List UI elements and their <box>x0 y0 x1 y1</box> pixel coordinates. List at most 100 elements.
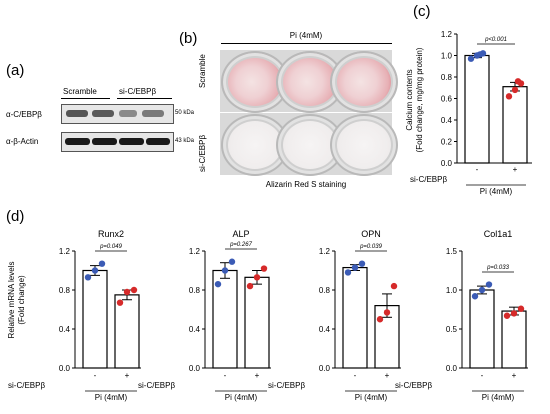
panel-label-b: (b) <box>179 30 198 47</box>
plate-header-line <box>221 43 392 44</box>
opn-data-point <box>376 316 384 323</box>
blot-row-label-actin: α-β-Actin <box>6 137 39 146</box>
col1a1-bar <box>469 289 495 369</box>
runx2-y-tick-label: 0.0 <box>59 364 71 373</box>
col1a1-bar <box>501 310 527 369</box>
alp-pvalue: p=0.267 <box>229 242 253 248</box>
mrna-ylabel-2: (Fold change) <box>17 275 26 325</box>
col1a1-data-point <box>503 312 511 319</box>
runx2-data-point <box>91 267 99 274</box>
alp-data-point <box>253 274 261 281</box>
alp-y-tick-label: 1.2 <box>189 247 201 256</box>
opn-xrow-label: si-C/EBPβ <box>268 381 305 390</box>
alp-sign-minus: - <box>224 371 227 380</box>
calcium-sign-plus: + <box>513 165 518 174</box>
plate-header: Pi (4mM) <box>289 31 323 40</box>
runx2-xrow-label: si-C/EBPβ <box>8 381 45 390</box>
runx2-group-label: Pi (4mM) <box>95 393 128 402</box>
calcium-y-tick-label: 0.8 <box>441 73 453 82</box>
opn-y-tick-label: 1.2 <box>319 247 331 256</box>
well-stained <box>330 51 398 113</box>
alp-y-tick-label: 0.0 <box>189 364 201 373</box>
col1a1-data-point <box>471 293 479 300</box>
calcium-data-point <box>511 86 519 94</box>
alp-bar <box>244 276 270 369</box>
col1a1-y-tick-label: 1.5 <box>446 247 458 256</box>
runx2-y-tick-label: 1.2 <box>59 247 71 256</box>
alp-group-label: Pi (4mM) <box>225 393 258 402</box>
calcium-xrow-label: si-C/EBPβ <box>410 175 447 184</box>
alp-title: ALP <box>232 229 249 239</box>
calcium-sign-minus: - <box>476 165 479 174</box>
runx2-bar <box>82 269 108 369</box>
blot-band <box>146 138 170 145</box>
runx2-data-point <box>84 274 92 281</box>
runx2-title: Runx2 <box>98 229 124 239</box>
calcium-ylabel-2: (Fold change, mg/mg protein) <box>415 47 424 152</box>
runx2-data-point <box>116 299 124 306</box>
col1a1-data-point <box>485 281 493 288</box>
blot-band <box>92 138 117 145</box>
col1a1-xrow-label: si-C/EBPβ <box>395 381 432 390</box>
opn-data-point <box>383 309 391 316</box>
opn-data-point <box>358 260 366 267</box>
blot-band <box>142 110 164 117</box>
calcium-bar <box>464 54 490 164</box>
blot-strip-actin <box>61 132 174 152</box>
blot-band <box>65 138 90 145</box>
plate-row-label-si: si-C/EBPβ <box>198 134 207 172</box>
opn-data-point <box>351 264 359 271</box>
blot-strip-cebpb <box>61 104 174 124</box>
col1a1-data-point <box>517 305 525 312</box>
runx2-bar <box>114 294 140 369</box>
blot-band <box>92 110 114 117</box>
well-unstained <box>330 114 398 176</box>
blot-band <box>119 110 137 117</box>
runx2-data-point <box>130 286 138 294</box>
calcium-pvalue: p<0.001 <box>484 37 507 43</box>
opn-title: OPN <box>361 229 381 239</box>
plate-row-label-scramble: Scramble <box>198 54 207 88</box>
opn-y-tick-label: 0.8 <box>319 286 331 295</box>
calcium-data-point <box>505 93 513 100</box>
alp-data-point <box>214 280 222 288</box>
runx2-y-tick-label: 0.4 <box>59 325 71 334</box>
plate-row-si <box>220 113 398 176</box>
calcium-group-label: Pi (4mM) <box>480 187 513 196</box>
calcium-chart: 0.0 0.2 0.4 0.6 0.8 1.0 1.2 p<0.001 Calcium con… <box>405 30 532 196</box>
runx2-pvalue: p=0.049 <box>99 244 123 250</box>
opn-sign-plus: + <box>385 371 390 380</box>
blot-column-si-cebpb: si-C/EBPβ <box>119 87 157 96</box>
alp-data-point <box>221 267 229 274</box>
blot-size-50kda: 50 kDa <box>175 110 195 116</box>
opn-y-tick-label: 0.4 <box>319 325 331 334</box>
plate-footer: Alizarin Red S staining <box>265 180 347 189</box>
runx2-data-point <box>98 260 106 267</box>
blot-column-underline-1 <box>61 98 110 99</box>
plate-row-scramble <box>220 50 398 113</box>
col1a1-y-tick-label: 0.0 <box>446 364 458 373</box>
runx2-data-point <box>123 288 131 296</box>
blot-band <box>119 138 144 145</box>
col1a1-pvalue: p=0.033 <box>486 265 510 271</box>
alp-y-tick-label: 0.8 <box>189 286 201 295</box>
runx2-sign-plus: + <box>125 371 130 380</box>
alp-y-tick-label: 0.4 <box>189 325 201 334</box>
col1a1-data-point <box>478 286 486 294</box>
runx2-y-tick-label: 0.8 <box>59 286 71 295</box>
blot-size-43kda: 43 kDa <box>175 138 195 144</box>
calcium-data-point <box>467 55 475 62</box>
calcium-ylabel-1: Calcium contents <box>405 69 414 130</box>
opn-data-point <box>344 269 352 276</box>
opn-group-label: Pi (4mM) <box>355 393 388 402</box>
opn-sign-minus: - <box>354 371 357 380</box>
alp-data-point <box>228 258 236 265</box>
col1a1-group-label: Pi (4mM) <box>482 393 515 402</box>
calcium-data-point <box>476 51 484 58</box>
alp-xrow-label: si-C/EBPβ <box>138 381 175 390</box>
col1a1-sign-minus: - <box>481 371 484 380</box>
blot-row-label-cebpb: α-C/EBPβ <box>6 110 42 119</box>
blot-band <box>66 110 88 117</box>
col1a1-title: Col1a1 <box>484 229 513 239</box>
alp-data-point <box>246 282 254 290</box>
